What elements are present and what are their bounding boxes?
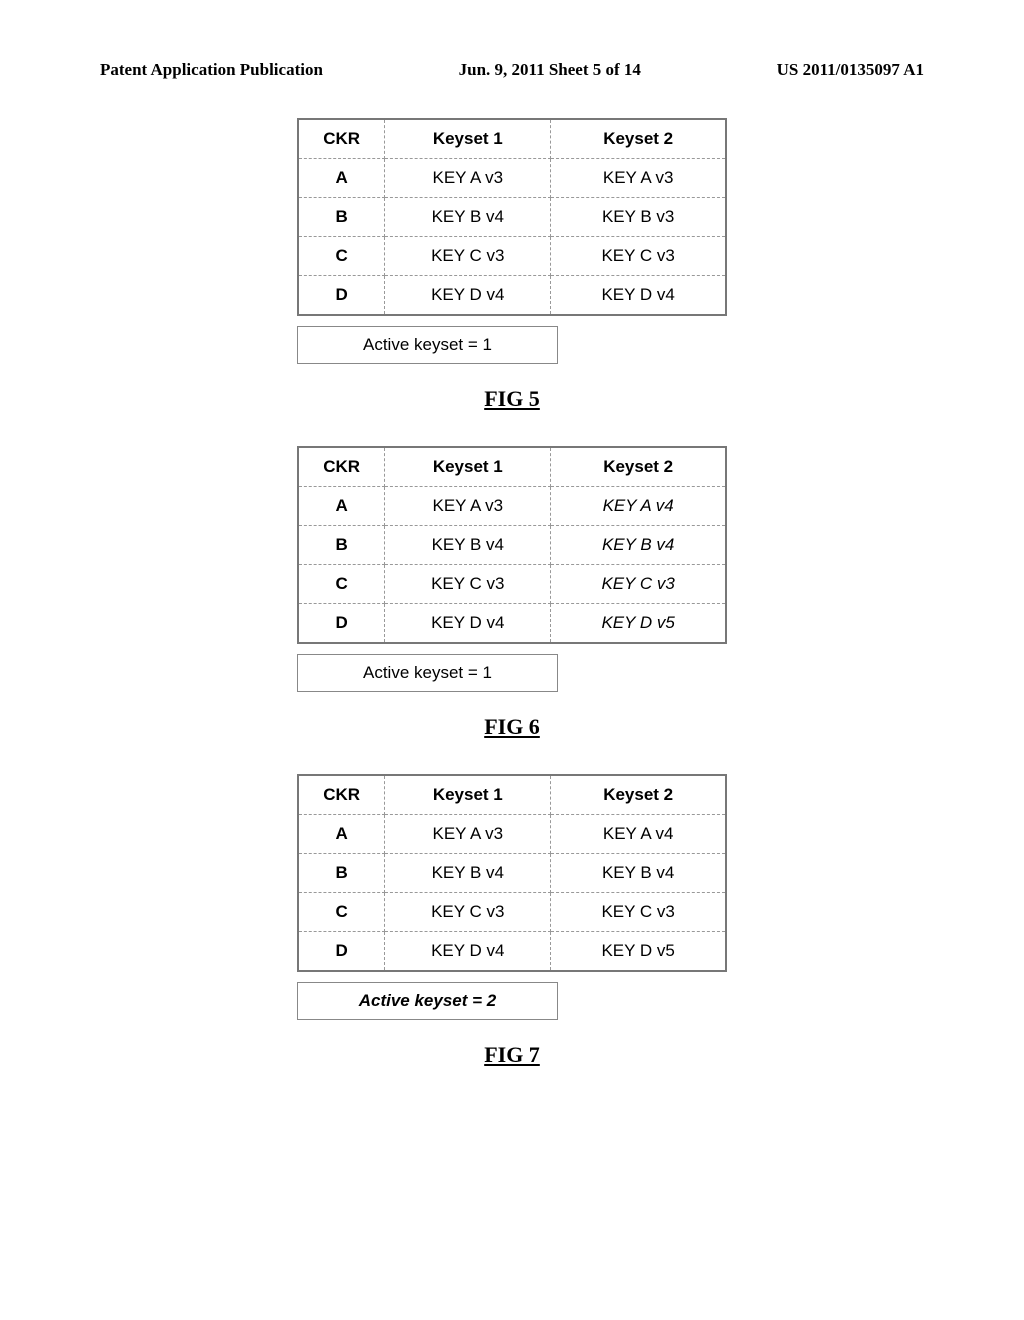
col-keyset2-header: Keyset 2 — [551, 447, 726, 487]
cell-keyset1: KEY A v3 — [385, 815, 551, 854]
cell-keyset1: KEY A v3 — [385, 487, 551, 526]
table-row: A KEY A v3 KEY A v4 — [298, 487, 726, 526]
figure-6-block: CKR Keyset 1 Keyset 2 A KEY A v3 KEY A v… — [297, 446, 727, 692]
header-left: Patent Application Publication — [100, 60, 323, 80]
col-ckr-header: CKR — [298, 447, 385, 487]
figure-5-caption: FIG 5 — [90, 386, 934, 412]
cell-keyset2: KEY C v3 — [551, 565, 726, 604]
cell-keyset1: KEY B v4 — [385, 854, 551, 893]
cell-ckr: B — [298, 198, 385, 237]
cell-ckr: B — [298, 854, 385, 893]
table-row: A KEY A v3 KEY A v3 — [298, 159, 726, 198]
cell-ckr: A — [298, 159, 385, 198]
col-ckr-header: CKR — [298, 119, 385, 159]
cell-keyset2: KEY A v4 — [551, 815, 726, 854]
cell-ckr: C — [298, 237, 385, 276]
figure-6-table: CKR Keyset 1 Keyset 2 A KEY A v3 KEY A v… — [297, 446, 727, 644]
figure-7-caption: FIG 7 — [90, 1042, 934, 1068]
table-row: D KEY D v4 KEY D v5 — [298, 604, 726, 644]
header-right: US 2011/0135097 A1 — [777, 60, 924, 80]
table-row: D KEY D v4 KEY D v4 — [298, 276, 726, 316]
col-keyset2-header: Keyset 2 — [551, 775, 726, 815]
table-row: D KEY D v4 KEY D v5 — [298, 932, 726, 972]
cell-keyset1: KEY B v4 — [385, 198, 551, 237]
col-ckr-header: CKR — [298, 775, 385, 815]
figure-6-caption: FIG 6 — [90, 714, 934, 740]
table-row: B KEY B v4 KEY B v3 — [298, 198, 726, 237]
cell-keyset2: KEY D v4 — [551, 276, 726, 316]
table-row: B KEY B v4 KEY B v4 — [298, 854, 726, 893]
table-header-row: CKR Keyset 1 Keyset 2 — [298, 447, 726, 487]
active-keyset-box: Active keyset = 2 — [297, 982, 558, 1020]
active-keyset-box: Active keyset = 1 — [297, 326, 558, 364]
col-keyset1-header: Keyset 1 — [385, 775, 551, 815]
cell-ckr: D — [298, 932, 385, 972]
table-row: B KEY B v4 KEY B v4 — [298, 526, 726, 565]
figure-7-table: CKR Keyset 1 Keyset 2 A KEY A v3 KEY A v… — [297, 774, 727, 972]
cell-ckr: D — [298, 276, 385, 316]
cell-keyset1: KEY D v4 — [385, 604, 551, 644]
cell-keyset2: KEY D v5 — [551, 932, 726, 972]
col-keyset1-header: Keyset 1 — [385, 119, 551, 159]
cell-keyset2: KEY A v4 — [551, 487, 726, 526]
cell-keyset1: KEY B v4 — [385, 526, 551, 565]
cell-keyset2: KEY B v3 — [551, 198, 726, 237]
cell-keyset1: KEY A v3 — [385, 159, 551, 198]
table-header-row: CKR Keyset 1 Keyset 2 — [298, 775, 726, 815]
table-row: C KEY C v3 KEY C v3 — [298, 237, 726, 276]
cell-ckr: A — [298, 815, 385, 854]
cell-keyset2: KEY C v3 — [551, 237, 726, 276]
table-row: C KEY C v3 KEY C v3 — [298, 565, 726, 604]
figure-7-block: CKR Keyset 1 Keyset 2 A KEY A v3 KEY A v… — [297, 774, 727, 1020]
page-header: Patent Application Publication Jun. 9, 2… — [90, 60, 934, 80]
cell-keyset1: KEY D v4 — [385, 932, 551, 972]
cell-keyset2: KEY C v3 — [551, 893, 726, 932]
cell-ckr: C — [298, 565, 385, 604]
cell-keyset1: KEY C v3 — [385, 893, 551, 932]
cell-keyset2: KEY A v3 — [551, 159, 726, 198]
figure-5-table: CKR Keyset 1 Keyset 2 A KEY A v3 KEY A v… — [297, 118, 727, 316]
patent-page: Patent Application Publication Jun. 9, 2… — [0, 0, 1024, 1162]
cell-keyset1: KEY C v3 — [385, 565, 551, 604]
cell-keyset2: KEY B v4 — [551, 854, 726, 893]
table-header-row: CKR Keyset 1 Keyset 2 — [298, 119, 726, 159]
header-center: Jun. 9, 2011 Sheet 5 of 14 — [459, 60, 641, 80]
cell-ckr: C — [298, 893, 385, 932]
col-keyset2-header: Keyset 2 — [551, 119, 726, 159]
table-row: C KEY C v3 KEY C v3 — [298, 893, 726, 932]
cell-keyset2: KEY B v4 — [551, 526, 726, 565]
cell-keyset1: KEY D v4 — [385, 276, 551, 316]
cell-keyset1: KEY C v3 — [385, 237, 551, 276]
col-keyset1-header: Keyset 1 — [385, 447, 551, 487]
cell-keyset2: KEY D v5 — [551, 604, 726, 644]
cell-ckr: A — [298, 487, 385, 526]
active-keyset-box: Active keyset = 1 — [297, 654, 558, 692]
cell-ckr: B — [298, 526, 385, 565]
figure-5-block: CKR Keyset 1 Keyset 2 A KEY A v3 KEY A v… — [297, 118, 727, 364]
table-row: A KEY A v3 KEY A v4 — [298, 815, 726, 854]
cell-ckr: D — [298, 604, 385, 644]
